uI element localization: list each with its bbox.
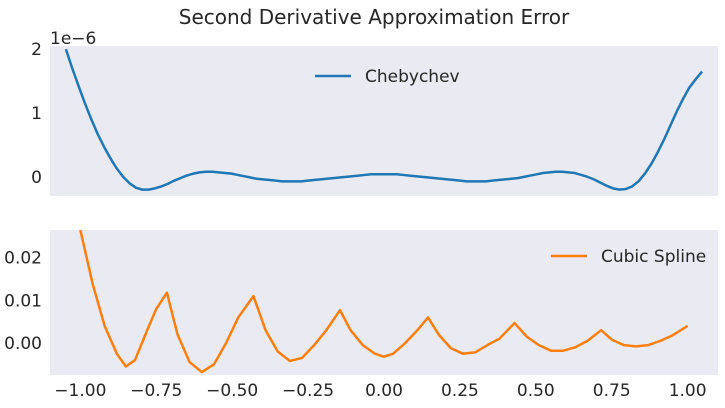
- panel-top-y-tick-label: 2: [31, 40, 42, 60]
- panel-bottom-y-ticks: 0.00 0.01 0.02: [4, 249, 42, 354]
- panel-top-series: [64, 48, 704, 191]
- panel-top-legend: Chebychev: [315, 67, 460, 87]
- panel-bottom-x-ticks: −1.00 −0.75 −0.50 −0.25 0.00 0.25 0.50 0.75 1.00: [54, 381, 706, 401]
- panel-bottom-x-tick-label: −0.25: [282, 381, 334, 401]
- panel-bottom-legend: Cubic Spline: [551, 247, 706, 267]
- panel-bottom-series: [79, 229, 689, 374]
- legend-label-chebychev: Chebychev: [365, 67, 460, 87]
- panel-top-scale-label: 1e−6: [50, 29, 96, 49]
- panel-bottom-x-tick-label: −1.00: [54, 381, 106, 401]
- panel-top-background: [50, 46, 718, 196]
- panel-bottom-x-tick-label: 0.50: [517, 381, 555, 401]
- panel-top-y-ticks: 0 1 2: [31, 40, 42, 188]
- panel-bottom-y-tick-label: 0.02: [4, 249, 42, 269]
- panel-bottom: 0.00 0.01 0.02 −1.00 −0.75 −0.50 −0.25 0.00 0.2…: [4, 229, 718, 401]
- legend-label-cubic-spline: Cubic Spline: [601, 247, 706, 267]
- series-line-chebychev: [64, 48, 704, 191]
- series-line-cubic-spline: [79, 229, 689, 374]
- panel-top-y-tick-label: 0: [31, 168, 42, 188]
- panel-top-y-tick-label: 1: [31, 104, 42, 124]
- panel-bottom-x-tick-label: 0.75: [593, 381, 631, 401]
- panel-bottom-x-tick-label: 0.00: [365, 381, 403, 401]
- panel-bottom-x-tick-label: 0.25: [441, 381, 479, 401]
- panel-top: 1e−6 0 1 2 Chebychev: [31, 29, 718, 196]
- panel-bottom-y-tick-label: 0.01: [4, 291, 42, 311]
- chart-title: Second Derivative Approximation Error: [179, 5, 570, 29]
- panel-bottom-x-tick-label: −0.75: [130, 381, 182, 401]
- panel-bottom-y-tick-label: 0.00: [4, 334, 42, 354]
- panel-bottom-x-tick-label: −0.50: [206, 381, 258, 401]
- panel-bottom-x-tick-label: 1.00: [669, 381, 707, 401]
